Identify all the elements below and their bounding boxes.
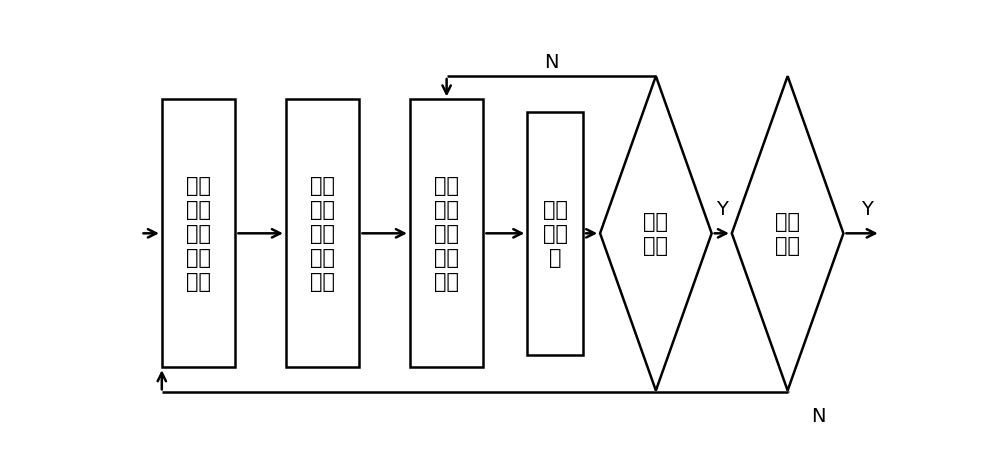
Polygon shape	[732, 77, 843, 391]
Text: Y: Y	[716, 200, 728, 219]
Text: N: N	[544, 53, 558, 72]
Text: Y: Y	[861, 200, 873, 219]
Bar	[286, 100, 359, 368]
Text: 全部
完成: 全部 完成	[775, 212, 800, 256]
Text: N: N	[811, 406, 826, 425]
Text: 运动
执行
机构
运动
到位: 运动 执行 机构 运动 到位	[186, 176, 211, 292]
Bar	[527, 113, 583, 355]
Bar	[410, 100, 483, 368]
Polygon shape	[600, 77, 712, 391]
Text: 执行
机构
反馈
到位
信号: 执行 机构 反馈 到位 信号	[310, 176, 335, 292]
Bar	[162, 100, 235, 368]
Text: 激光
器出
光: 激光 器出 光	[543, 200, 568, 268]
Text: 出光
检测: 出光 检测	[643, 212, 668, 256]
Text: 控制
系统
控制
脉冲
信号: 控制 系统 控制 脉冲 信号	[434, 176, 459, 292]
